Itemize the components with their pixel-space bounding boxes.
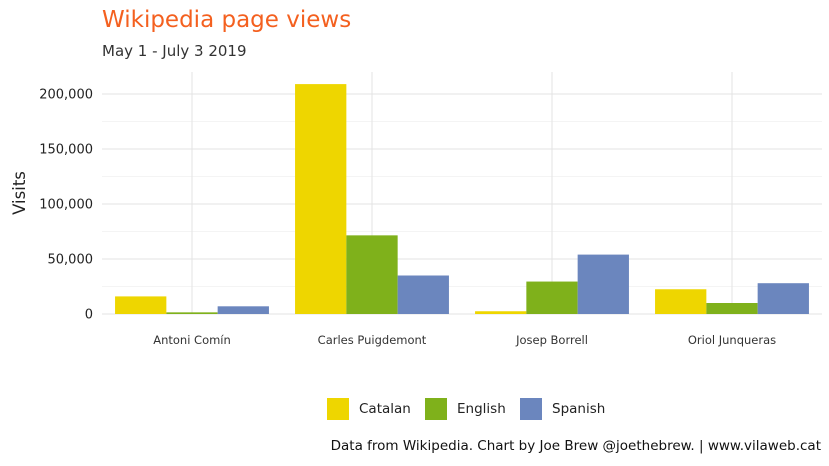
bar-english xyxy=(346,235,398,314)
y-tick-label: 0 xyxy=(85,308,93,323)
y-tick-label: 100,000 xyxy=(39,198,93,213)
legend-item-catalan: Catalan xyxy=(327,397,411,421)
legend-swatch xyxy=(425,398,447,420)
bar-english xyxy=(166,312,218,314)
chart-title: Wikipedia page views xyxy=(102,7,352,33)
y-tick-label: 200,000 xyxy=(39,88,93,103)
legend-swatch xyxy=(520,398,542,420)
legend-item-english: English xyxy=(425,397,506,421)
x-tick-label: Josep Borrell xyxy=(515,333,588,347)
x-tick-label: Oriol Junqueras xyxy=(688,333,776,347)
legend-label: Spanish xyxy=(552,401,606,417)
bar-catalan xyxy=(475,311,527,314)
bar-catalan xyxy=(295,84,347,314)
legend-label: Catalan xyxy=(359,401,411,417)
y-tick-label: 50,000 xyxy=(48,253,94,268)
x-tick-label: Carles Puigdemont xyxy=(318,333,427,347)
legend-label: English xyxy=(457,401,506,417)
bar-spanish xyxy=(757,283,809,314)
y-axis-label: Visits xyxy=(10,171,29,215)
legend-item-spanish: Spanish xyxy=(520,397,605,421)
chart-subtitle: May 1 - July 3 2019 xyxy=(102,42,247,60)
bar-catalan xyxy=(655,289,707,314)
y-tick-label: 150,000 xyxy=(39,143,93,158)
bar-catalan xyxy=(115,296,167,314)
bar-spanish xyxy=(577,254,629,314)
bar-chart: 0 50,000 100,000 150,000 200,000 Antoni Comín… xyxy=(10,72,822,347)
x-tick-label: Antoni Comín xyxy=(153,333,231,347)
bar-english xyxy=(706,303,758,314)
bar-spanish xyxy=(397,275,449,314)
chart-caption: Data from Wikipedia. Chart by Joe Brew @… xyxy=(330,438,821,454)
bar-spanish xyxy=(217,306,269,314)
legend-swatch xyxy=(327,398,349,420)
bar-english xyxy=(526,281,578,314)
